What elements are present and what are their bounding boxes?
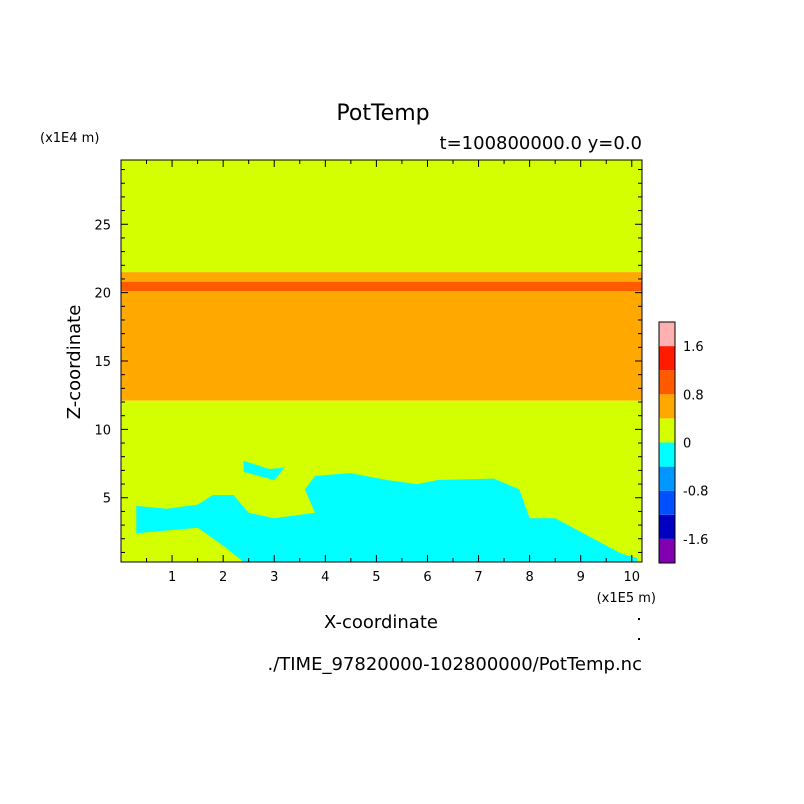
colorbar — [658, 321, 676, 564]
colorbar-label: 1.6 — [683, 340, 704, 355]
y-tick-label: 5 — [103, 492, 111, 507]
x-axis-ticks: 1 2 3 4 5 6 7 8 9 10 — [146, 160, 641, 585]
x-tick-label: 7 — [474, 570, 482, 585]
x-tick-label: 3 — [270, 570, 278, 585]
colorbar-swatch — [659, 490, 675, 515]
colorbar-label: 0.8 — [683, 388, 704, 403]
contour-regions — [136, 460, 637, 562]
colorbar-labels: 1.6 0.8 0 -0.8 -1.6 — [683, 340, 708, 548]
y-axis-unit: (x1E4 m) — [40, 131, 99, 146]
colorbar-frame — [658, 321, 676, 564]
x-axis-unit: (x1E5 m) — [597, 591, 656, 606]
x-tick-label: 10 — [624, 570, 641, 585]
y-tick-label: 25 — [94, 218, 111, 233]
chart-title: PotTemp — [336, 101, 429, 126]
y-axis-ticks: 5 10 15 20 25 — [94, 169, 642, 553]
x-tick-label: 4 — [321, 570, 329, 585]
x-tick-label: 1 — [168, 570, 176, 585]
x-axis-label: X-coordinate — [324, 612, 438, 633]
x-tick-label: 8 — [525, 570, 533, 585]
file-path-footer: ./TIME_97820000-102800000/PotTemp.nc — [267, 654, 642, 675]
y-tick-label: 20 — [94, 287, 111, 302]
colorbar-swatch — [659, 370, 675, 395]
contour-band-4 — [121, 291, 642, 401]
colorbar-swatch — [659, 322, 675, 347]
edge-markers — [638, 618, 640, 640]
x-tick-label: 5 — [372, 570, 380, 585]
colorbar-swatch — [659, 466, 675, 491]
colorbar-label: 0 — [683, 437, 691, 452]
colorbar-swatch — [659, 514, 675, 539]
colorbar-swatch — [659, 442, 675, 467]
x-tick-label: 9 — [577, 570, 585, 585]
contour-region-1 — [136, 473, 637, 562]
colorbar-swatch — [659, 418, 675, 443]
colorbar-swatch — [659, 346, 675, 371]
contour-band-3 — [121, 281, 642, 292]
y-tick-label: 10 — [94, 423, 111, 438]
contour-region-2 — [243, 460, 285, 480]
x-tick-label: 6 — [423, 570, 431, 585]
y-axis-label: Z-coordinate — [64, 305, 85, 420]
chart-subtitle: t=100800000.0 y=0.0 — [440, 133, 642, 154]
contour-band-1 — [121, 160, 642, 273]
colorbar-swatch — [659, 394, 675, 419]
contour-band-2 — [121, 272, 642, 282]
colorbar-label: -1.6 — [683, 533, 708, 548]
x-tick-label: 2 — [219, 570, 227, 585]
colorbar-swatch — [659, 538, 675, 563]
y-tick-label: 15 — [94, 355, 111, 370]
colorbar-label: -0.8 — [683, 485, 708, 500]
